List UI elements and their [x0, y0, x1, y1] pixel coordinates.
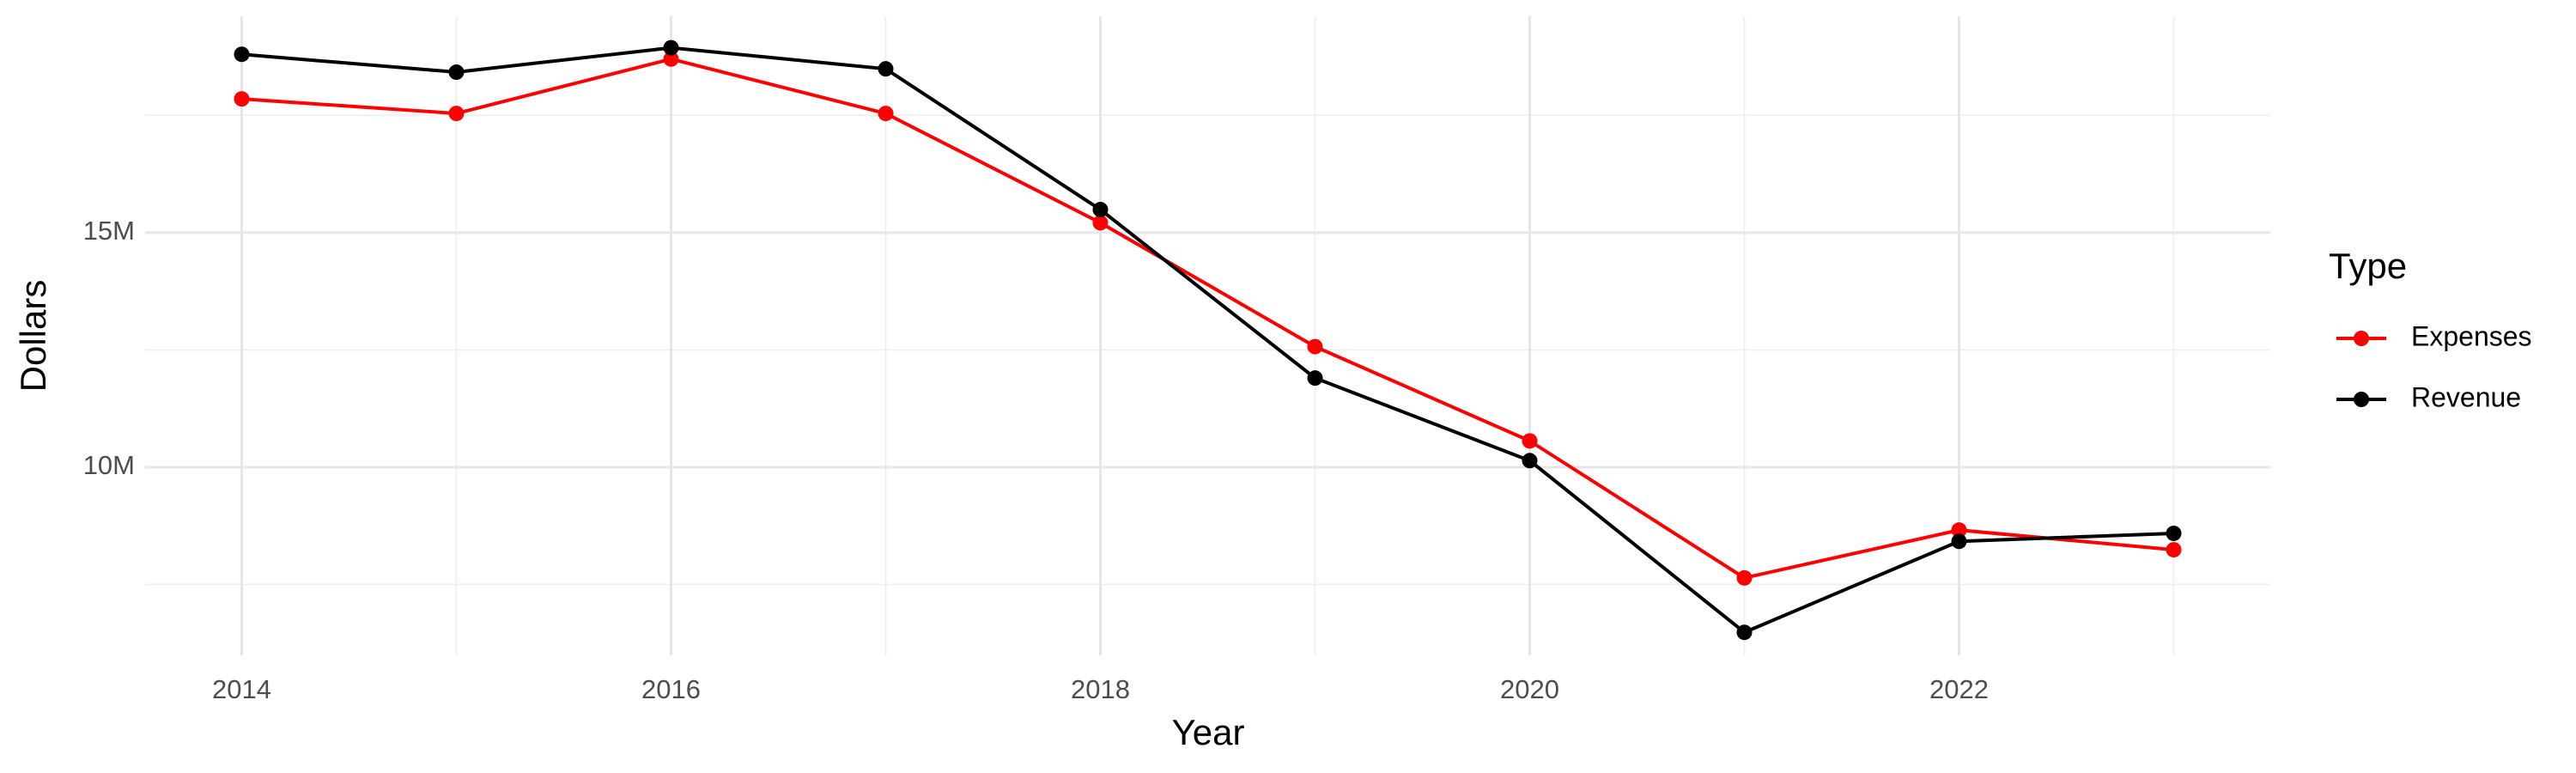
- data-point: [1951, 522, 1967, 539]
- data-point: [1736, 569, 1753, 586]
- legend-key-point: [2354, 392, 2369, 407]
- x-tick-label: 2014: [212, 674, 271, 704]
- data-point: [878, 106, 894, 122]
- y-tick-label: 10M: [83, 450, 135, 480]
- data-point: [878, 61, 894, 77]
- data-point: [234, 46, 250, 63]
- data-point: [1307, 370, 1323, 386]
- legend-label: Revenue: [2411, 381, 2521, 412]
- y-tick-label: 15M: [83, 216, 135, 246]
- x-axis-title: Year: [1172, 712, 1245, 752]
- y-axis-title: Dollars: [13, 280, 53, 393]
- data-point: [663, 40, 679, 56]
- x-tick-label: 2016: [641, 674, 701, 704]
- data-point: [1522, 453, 1538, 469]
- series-line: [241, 46, 2174, 635]
- x-tick-label: 2018: [1071, 674, 1130, 704]
- data-point: [1092, 215, 1109, 231]
- data-point: [663, 51, 679, 67]
- data-point: [1307, 338, 1323, 355]
- series-line: [241, 57, 2174, 581]
- x-tick-label: 2020: [1500, 674, 1559, 704]
- data-point: [1736, 624, 1753, 641]
- data-point: [1092, 202, 1109, 218]
- legend-title: Type: [2329, 246, 2407, 286]
- legend-key-point: [2354, 331, 2369, 346]
- data-point: [1951, 533, 1967, 550]
- data-point: [2166, 542, 2182, 558]
- legend-label: Expenses: [2411, 320, 2532, 351]
- data-point: [2166, 525, 2182, 541]
- data-point: [1522, 433, 1538, 449]
- x-tick-label: 2022: [1929, 674, 1989, 704]
- data-point: [234, 91, 250, 107]
- data-point: [448, 64, 465, 81]
- data-point: [448, 106, 465, 122]
